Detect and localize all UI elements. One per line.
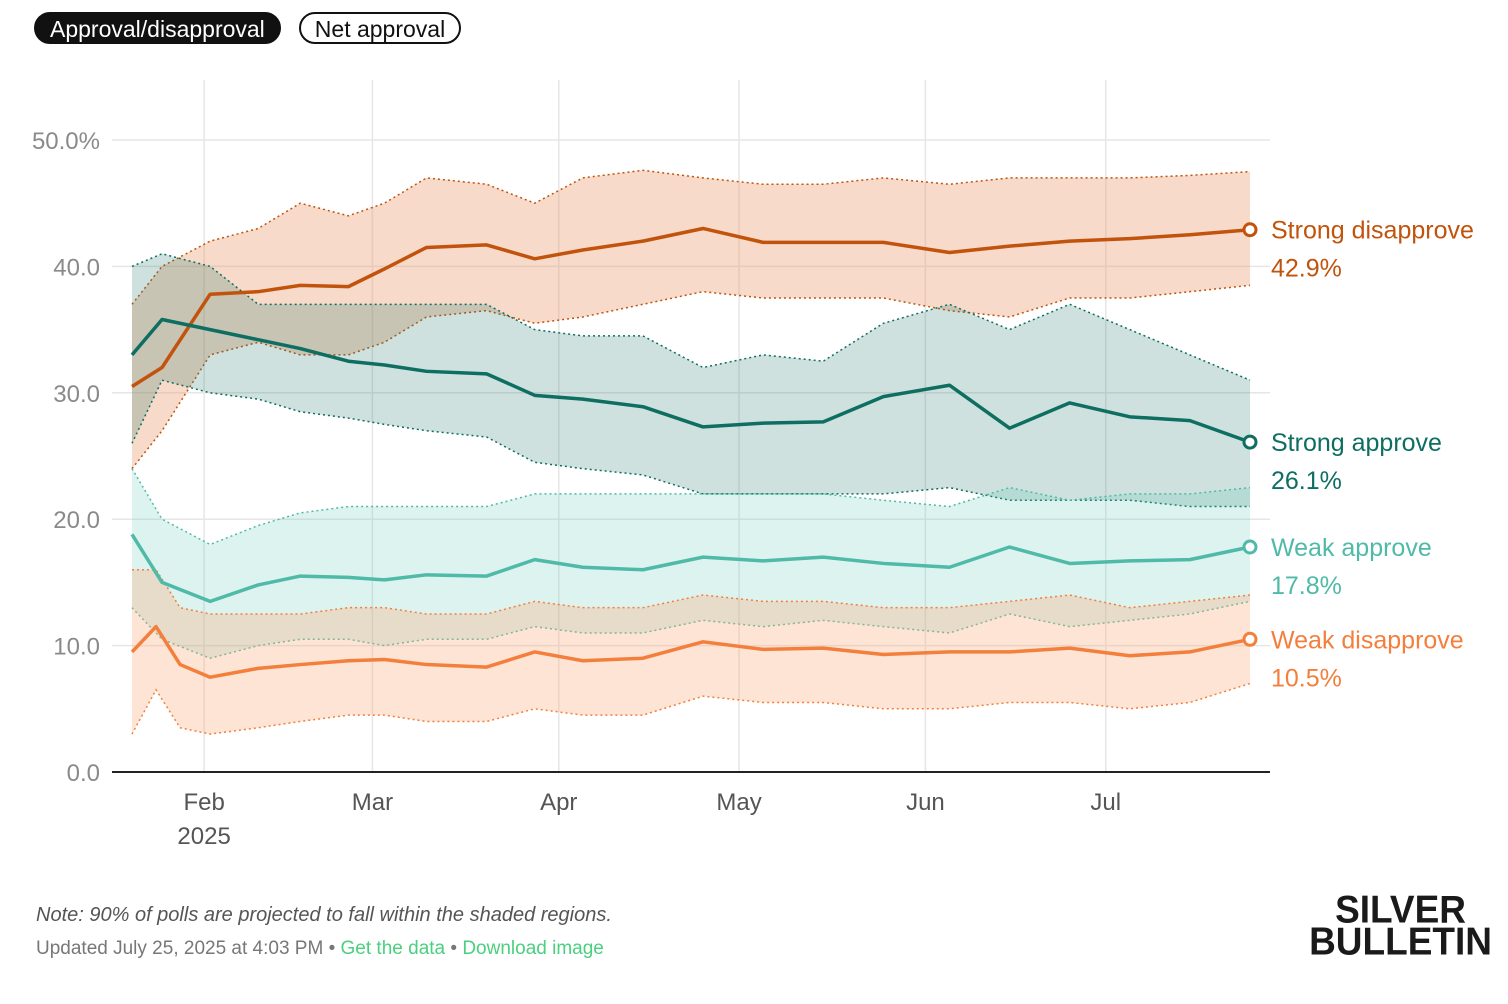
strong-disapprove-line	[131, 226, 1251, 388]
strong-disapprove-end-marker	[1242, 222, 1258, 238]
approval-chart: 0.0 10.0 20.0 30.0 40.0 50.0% Feb 2025 Mar Apr May…	[32, 80, 1474, 850]
series-label: Strong approve	[1271, 429, 1442, 457]
weak-approve-lower-bound	[131, 600, 1251, 660]
strong-approve-band	[132, 253, 1250, 507]
weak-disapprove-end-marker	[1242, 631, 1258, 647]
updated-timestamp: Updated July 25, 2025 at 4:03 PM	[36, 938, 324, 959]
x-tick-label: Apr	[540, 789, 577, 816]
y-tick-label: 20.0	[53, 507, 100, 534]
series-label: Strong disapprove	[1271, 217, 1474, 245]
x-tick-label: Jul	[1090, 789, 1121, 816]
x-tick-sublabel: 2025	[177, 823, 230, 850]
series-label: Weak approve	[1271, 534, 1432, 562]
weak-disapprove-band	[132, 569, 1250, 735]
y-tick-label: 0.0	[67, 760, 100, 787]
footer-line: Updated July 25, 2025 at 4:03 PM • Get t…	[36, 938, 604, 960]
series-end-value: 26.1%	[1271, 467, 1342, 495]
tab-net-approval[interactable]: Net approval	[298, 12, 462, 44]
series-end-value: 10.5%	[1271, 664, 1342, 692]
separator: •	[450, 938, 458, 959]
logo-line-2: BULLETIN	[1309, 919, 1492, 963]
strong-disapprove-upper-bound	[131, 169, 1251, 305]
weak-approve-band	[132, 468, 1250, 659]
strong-approve-line	[130, 317, 1251, 444]
chart-note: Note: 90% of polls are projected to fall…	[36, 904, 612, 926]
get-data-link[interactable]: Get the data	[340, 938, 446, 959]
strong-disapprove-band	[132, 170, 1250, 469]
strong-disapprove-lower-bound	[131, 284, 1251, 470]
weak-approve-upper-bound	[131, 468, 1251, 546]
separator: •	[328, 938, 336, 959]
y-tick-label: 30.0	[53, 381, 100, 408]
download-image-link[interactable]: Download image	[462, 938, 604, 959]
tab-approval-disapproval[interactable]: Approval/disapproval	[34, 12, 281, 44]
y-tick-label: 40.0	[53, 254, 100, 281]
series-label: Weak disapprove	[1271, 626, 1464, 654]
silver-bulletin-logo: SILVER BULLETIN	[1309, 887, 1492, 963]
series-end-value: 42.9%	[1271, 255, 1342, 283]
weak-disapprove-line	[130, 624, 1251, 679]
weak-approve-end-marker	[1242, 539, 1258, 555]
x-tick-label: Mar	[352, 789, 393, 816]
weak-approve-line	[130, 533, 1251, 604]
y-tick-label: 10.0	[53, 634, 100, 661]
strong-approve-end-marker	[1242, 434, 1258, 450]
y-tick-label: 50.0%	[32, 128, 100, 155]
weak-disapprove-upper-bound	[132, 569, 1251, 615]
strong-approve-lower-bound	[131, 379, 1250, 508]
series-end-value: 17.8%	[1271, 572, 1342, 600]
x-tick-label: May	[716, 789, 761, 816]
x-tick-label: Jun	[906, 789, 945, 816]
logo-line-1: SILVER	[1335, 887, 1466, 931]
view-toggle: Approval/disapproval Net approval	[34, 12, 462, 44]
x-tick-label: Feb	[183, 789, 224, 816]
